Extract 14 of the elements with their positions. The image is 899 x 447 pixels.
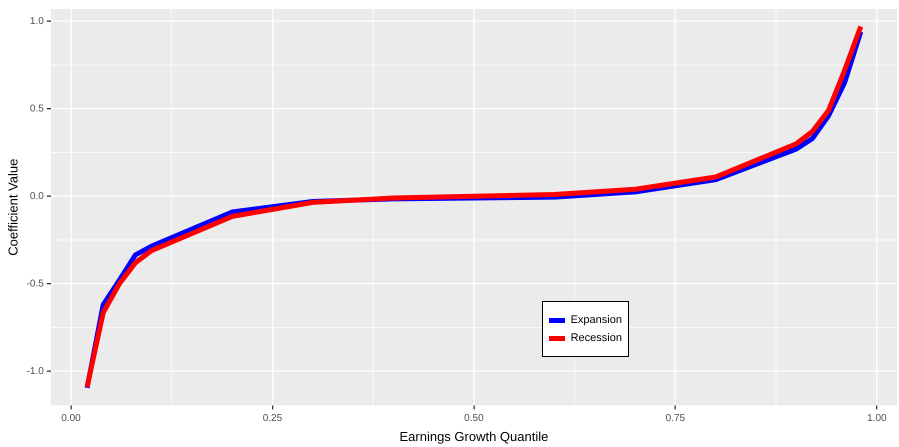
legend-label: Expansion: [570, 314, 622, 326]
y-tick-label: -0.5: [26, 278, 44, 290]
y-tick-label: 0.5: [30, 104, 44, 115]
x-axis-title: Earnings Growth Quantile: [399, 428, 548, 444]
y-tick-label: -1.0: [26, 366, 44, 378]
x-tick-label: 1.00: [867, 413, 888, 424]
y-axis-title: Coefficient Value: [5, 158, 20, 256]
legend-label: Recession: [570, 332, 622, 344]
x-tick-label: 0.50: [464, 413, 484, 424]
y-tick-label: 1.0: [30, 16, 44, 27]
y-tick-label: 0.0: [30, 191, 44, 202]
x-tick-label: 0.25: [262, 413, 283, 424]
x-tick-label: 0.00: [61, 413, 82, 424]
x-tick-label: 0.75: [666, 413, 686, 424]
